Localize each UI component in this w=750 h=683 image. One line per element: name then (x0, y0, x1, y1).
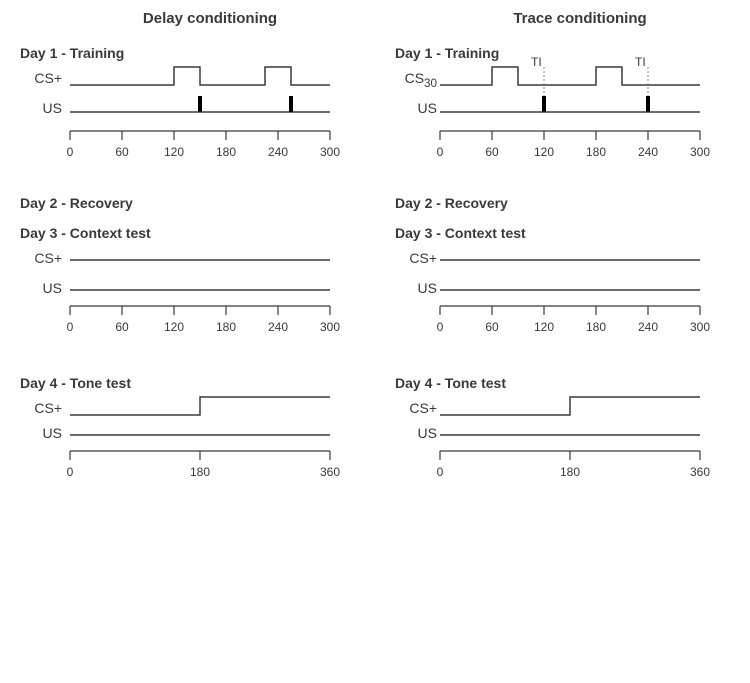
axlbl: 0 (425, 320, 455, 334)
axlbl: 180 (581, 320, 611, 334)
axlbl: 300 (685, 320, 715, 334)
axlbl: 0 (55, 145, 85, 159)
col-title-left: Delay conditioning (60, 10, 360, 27)
axlbl: 120 (529, 320, 559, 334)
axlbl: 300 (685, 145, 715, 159)
axlbl: 360 (685, 465, 715, 479)
right-day1-us-timeline (440, 92, 700, 117)
axlbl: 180 (211, 320, 241, 334)
axlbl: 180 (555, 465, 585, 479)
axlbl: 0 (425, 465, 455, 479)
axlbl: 300 (315, 320, 345, 334)
right-day2-title: Day 2 - Recovery (395, 195, 508, 211)
left-day1-title: Day 1 - Training (20, 45, 124, 61)
axlbl: 120 (159, 145, 189, 159)
right-day3-cs-label: CS+ (387, 250, 437, 266)
axlbl: 0 (55, 320, 85, 334)
left-day1-cs-timeline (70, 60, 330, 90)
left-day4-us-timeline (70, 420, 330, 440)
left-day4-title: Day 4 - Tone test (20, 375, 131, 391)
left-day3-cs-label: CS+ (12, 250, 62, 266)
left-day4-cs-label: CS+ (12, 400, 62, 416)
axlbl: 360 (315, 465, 345, 479)
right-day3-title: Day 3 - Context test (395, 225, 526, 241)
right-day4-us-timeline (440, 420, 700, 440)
left-day1-cs-label: CS+ (12, 70, 62, 86)
right-day1-title: Day 1 - Training (395, 45, 499, 61)
left-day4-us-label: US (12, 425, 62, 441)
diagram-page: Delay conditioning Trace conditioning Da… (0, 0, 750, 683)
axlbl: 180 (185, 465, 215, 479)
right-day4-cs-label: CS+ (387, 400, 437, 416)
right-day1-us-label: US (387, 100, 437, 116)
left-day1-us-timeline (70, 92, 330, 117)
left-day2-title: Day 2 - Recovery (20, 195, 133, 211)
left-day1-us-label: US (12, 100, 62, 116)
right-day3-us-label: US (387, 280, 437, 296)
axlbl: 0 (55, 465, 85, 479)
cs-label-sub: 30 (424, 77, 437, 90)
right-day4-title: Day 4 - Tone test (395, 375, 506, 391)
left-day4-cs-timeline (70, 390, 330, 420)
cs-label-text: CS (405, 70, 424, 86)
right-day3-us-timeline (440, 275, 700, 295)
col-title-right: Trace conditioning (430, 10, 730, 27)
axlbl: 240 (263, 320, 293, 334)
axlbl: 180 (211, 145, 241, 159)
axlbl: 0 (425, 145, 455, 159)
right-day4-cs-timeline (440, 390, 700, 420)
axlbl: 240 (633, 320, 663, 334)
right-day1-cs-label: CS30 (387, 70, 437, 90)
left-day3-cs-timeline (70, 245, 330, 265)
left-day3-us-timeline (70, 275, 330, 295)
axlbl: 240 (263, 145, 293, 159)
axlbl: 120 (529, 145, 559, 159)
axlbl: 60 (477, 320, 507, 334)
axlbl: 60 (477, 145, 507, 159)
axlbl: 60 (107, 320, 137, 334)
right-day4-us-label: US (387, 425, 437, 441)
axlbl: 300 (315, 145, 345, 159)
right-day3-cs-timeline (440, 245, 700, 265)
axlbl: 240 (633, 145, 663, 159)
left-day3-title: Day 3 - Context test (20, 225, 151, 241)
axlbl: 60 (107, 145, 137, 159)
axlbl: 120 (159, 320, 189, 334)
axlbl: 180 (581, 145, 611, 159)
left-day3-us-label: US (12, 280, 62, 296)
